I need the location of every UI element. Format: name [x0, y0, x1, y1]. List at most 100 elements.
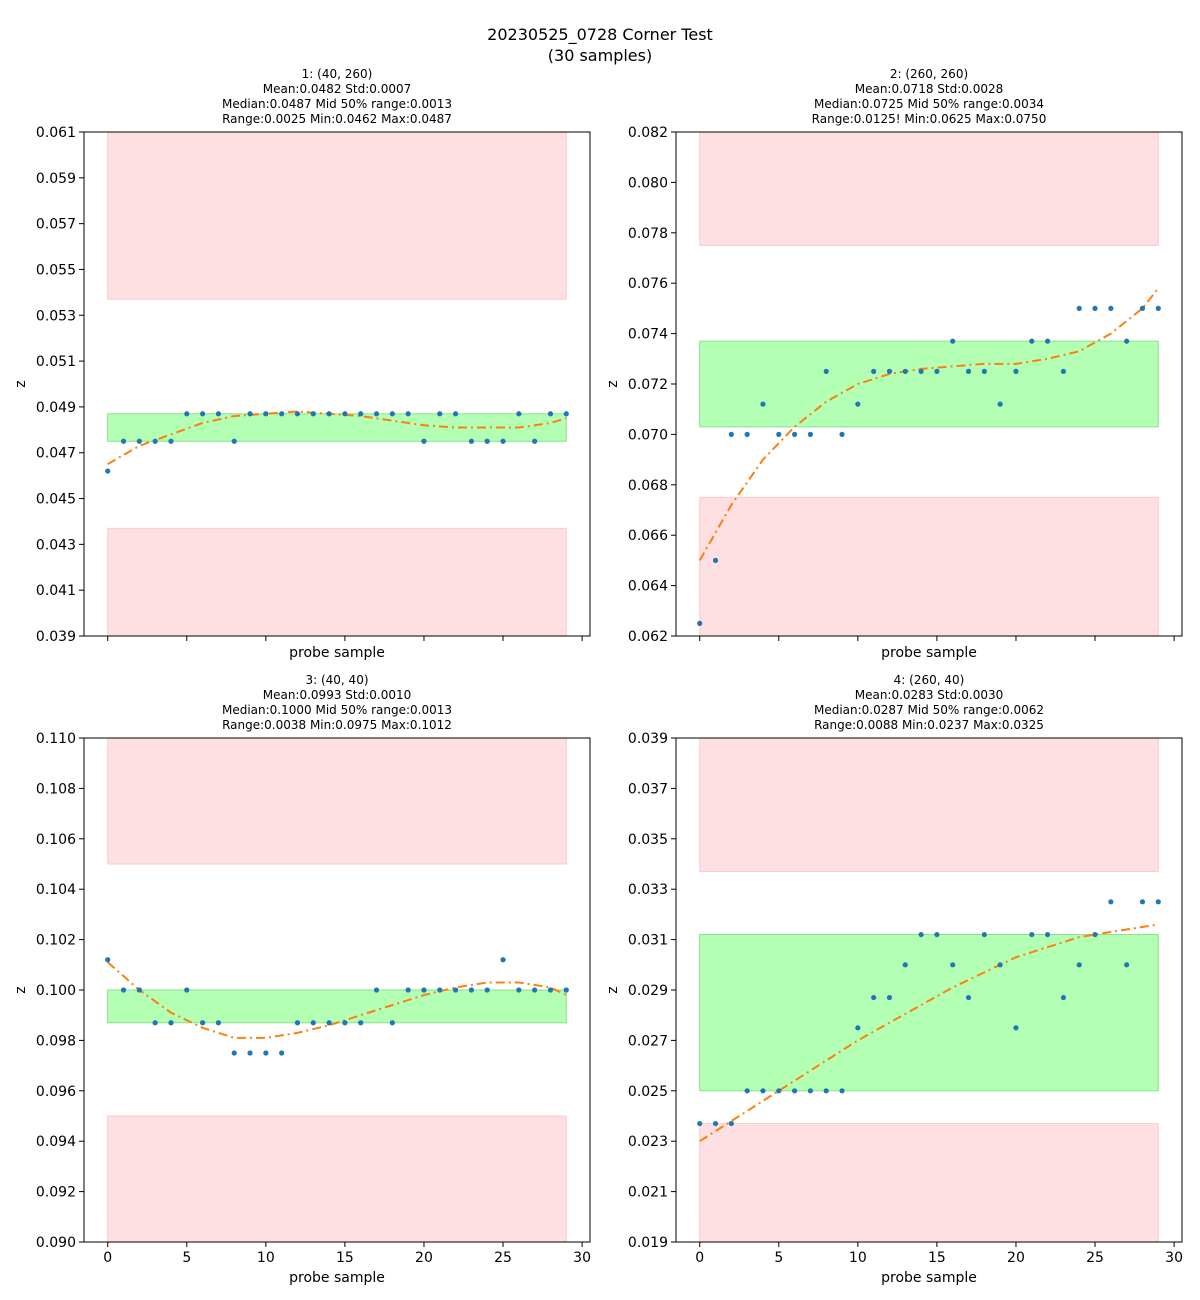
- y-axis-label: z: [605, 986, 621, 993]
- data-point: [563, 411, 569, 417]
- y-tick-label: 0.108: [36, 781, 76, 797]
- y-tick-label: 0.055: [36, 262, 76, 278]
- y-tick-label: 0.066: [628, 528, 668, 544]
- subplot-title-line: Mean:0.0482 Std:0.0007: [263, 82, 412, 96]
- data-point: [950, 338, 956, 344]
- danger-region-low: [107, 1115, 567, 1243]
- x-axis-label: probe sample: [881, 645, 977, 661]
- x-axis-label: probe sample: [881, 1270, 977, 1286]
- y-tick-label: 0.076: [628, 276, 668, 292]
- y-tick-label: 0.078: [628, 226, 668, 242]
- subplot-2: 2: (260, 260)Mean:0.0718 Std:0.0028Media…: [605, 67, 1183, 661]
- data-point: [452, 411, 459, 417]
- data-point: [712, 1120, 719, 1127]
- subplot-title-line: Median:0.0287 Mid 50% range:0.0062: [814, 703, 1044, 717]
- x-axis-label: probe sample: [289, 1270, 385, 1286]
- data-point: [215, 411, 222, 417]
- y-tick-label: 0.096: [36, 1084, 76, 1100]
- data-point: [279, 411, 285, 417]
- y-tick-label: 0.092: [36, 1185, 76, 1201]
- data-point: [105, 468, 111, 474]
- y-tick-label: 0.045: [36, 492, 76, 508]
- data-point: [871, 368, 877, 374]
- data-point: [1044, 931, 1051, 938]
- y-tick-label: 0.035: [628, 832, 668, 848]
- data-point: [902, 368, 908, 374]
- data-point: [728, 431, 734, 437]
- y-tick-label: 0.074: [628, 327, 668, 343]
- data-point: [294, 411, 301, 417]
- y-axis-label: z: [13, 986, 29, 993]
- y-tick-label: 0.057: [36, 217, 76, 233]
- subplot-title-line: Mean:0.0993 Std:0.0010: [263, 688, 412, 702]
- x-axis-label: probe sample: [289, 645, 385, 661]
- data-point: [871, 994, 877, 1001]
- x-tick-label: 25: [494, 1250, 512, 1266]
- data-point: [168, 438, 174, 444]
- data-point: [342, 411, 348, 417]
- y-tick-label: 0.027: [628, 1033, 668, 1049]
- y-tick-label: 0.072: [628, 377, 668, 393]
- x-tick-label: 25: [1086, 1250, 1104, 1266]
- y-tick-label: 0.023: [628, 1134, 668, 1150]
- data-point: [373, 411, 380, 417]
- data-point: [1155, 305, 1161, 311]
- y-tick-label: 0.031: [628, 933, 668, 949]
- data-point: [437, 987, 443, 993]
- data-point: [997, 401, 1003, 407]
- data-point: [791, 1088, 798, 1094]
- y-tick-label: 0.033: [628, 882, 668, 898]
- data-point: [965, 368, 972, 374]
- data-point: [886, 368, 893, 374]
- data-point: [855, 401, 861, 407]
- y-tick-label: 0.102: [36, 933, 76, 949]
- data-point: [823, 368, 829, 374]
- data-point: [1044, 338, 1051, 344]
- data-point: [105, 957, 111, 963]
- y-tick-label: 0.082: [628, 125, 668, 141]
- data-point: [405, 987, 411, 993]
- y-tick-label: 0.098: [36, 1033, 76, 1049]
- data-point: [342, 1020, 348, 1026]
- data-point: [1060, 994, 1067, 1001]
- data-point: [405, 411, 411, 417]
- data-point: [168, 1020, 174, 1026]
- data-point: [918, 368, 924, 374]
- y-tick-label: 0.062: [628, 629, 668, 645]
- data-point: [500, 957, 506, 963]
- y-tick-label: 0.019: [628, 1235, 668, 1251]
- data-point: [247, 411, 253, 417]
- y-tick-label: 0.064: [628, 579, 668, 595]
- data-point: [807, 1088, 814, 1094]
- y-tick-label: 0.094: [36, 1134, 76, 1150]
- data-point: [547, 987, 554, 993]
- data-point: [263, 411, 269, 417]
- data-point: [484, 987, 490, 993]
- data-point: [358, 1020, 364, 1026]
- data-point: [697, 620, 703, 627]
- danger-region-low: [107, 527, 567, 637]
- data-point: [1124, 962, 1130, 968]
- data-point: [326, 411, 332, 417]
- x-tick-label: 5: [182, 1250, 191, 1266]
- danger-region-high: [699, 131, 1159, 246]
- data-point: [1029, 931, 1035, 938]
- figure-title: 20230525_0728 Corner Test: [487, 25, 713, 45]
- x-tick-label: 15: [928, 1250, 946, 1266]
- y-axis-label: z: [13, 380, 29, 387]
- subplot-title-line: Range:0.0125! Min:0.0625 Max:0.0750: [812, 112, 1047, 126]
- data-point: [918, 931, 924, 938]
- y-tick-label: 0.037: [628, 781, 668, 797]
- x-tick-label: 10: [849, 1250, 867, 1266]
- data-point: [184, 411, 190, 417]
- mid-50-band: [107, 989, 567, 1024]
- data-point: [791, 431, 798, 437]
- subplot-4: 4: (260, 40)Mean:0.0283 Std:0.0030Median…: [605, 673, 1183, 1286]
- subplot-title-line: Median:0.0725 Mid 50% range:0.0034: [814, 97, 1044, 111]
- x-tick-label: 0: [695, 1250, 704, 1266]
- data-point: [263, 1050, 269, 1056]
- data-point: [532, 438, 538, 444]
- y-tick-label: 0.041: [36, 583, 76, 599]
- y-tick-label: 0.090: [36, 1235, 76, 1251]
- data-point: [136, 987, 142, 993]
